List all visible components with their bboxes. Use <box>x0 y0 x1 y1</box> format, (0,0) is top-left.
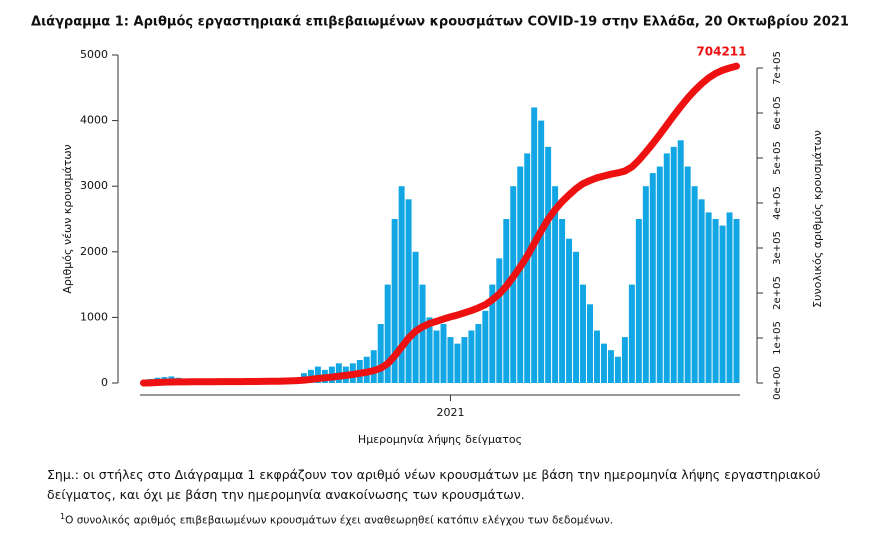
chart: Διάγραμμα 1: Αριθμός εργαστηριακά επιβεβ… <box>31 15 849 447</box>
y-tick-label: 0 <box>101 376 108 389</box>
bar <box>635 219 642 383</box>
bar <box>454 343 461 383</box>
y-tick-label: 3000 <box>80 179 108 192</box>
bar <box>656 166 663 383</box>
bar <box>461 337 468 383</box>
bar <box>684 166 691 383</box>
y2-tick-label: 7e+05 <box>772 51 783 85</box>
bar <box>482 310 489 383</box>
y-tick-label: 1000 <box>80 310 108 323</box>
y2-tick-label: 5e+05 <box>772 141 783 175</box>
bar <box>377 323 384 383</box>
bar <box>552 186 559 383</box>
chart-title: Διάγραμμα 1: Αριθμός εργαστηριακά επιβεβ… <box>31 15 849 30</box>
footnote-text: Ο συνολικός αριθμός επιβεβαιωμένων κρουσ… <box>65 514 614 527</box>
y2-tick-label: 2e+05 <box>772 276 783 310</box>
bar <box>607 350 614 383</box>
bar <box>398 186 405 383</box>
bar <box>600 343 607 383</box>
bar <box>712 219 719 383</box>
bar <box>419 284 426 383</box>
bar <box>545 146 552 383</box>
y-tick-label: 5000 <box>80 48 108 61</box>
cumulative-line <box>139 62 741 387</box>
annotation: 704211 <box>696 45 746 59</box>
y2-tick-label: 0e+00 <box>772 366 783 400</box>
bar <box>566 238 573 383</box>
bar <box>587 304 593 383</box>
y2-axis-label: Συνολικός αριθμός κρουσμάτων <box>811 130 824 308</box>
x-axis-label: Ημερομηνία λήψης δείγματος <box>358 433 522 446</box>
bar <box>677 140 684 383</box>
bar <box>573 251 580 383</box>
bar <box>726 212 733 383</box>
bar <box>370 350 377 383</box>
bar <box>705 212 712 383</box>
bar <box>440 323 447 383</box>
y-tick-label: 2000 <box>80 245 108 258</box>
bar <box>384 284 391 383</box>
y-tick-label: 4000 <box>80 114 108 127</box>
bar <box>642 186 649 383</box>
bar <box>524 153 531 383</box>
bar <box>503 219 510 383</box>
bar <box>412 251 419 383</box>
bar <box>405 199 412 383</box>
bar <box>628 284 635 383</box>
bar <box>538 120 545 383</box>
bar <box>733 219 740 383</box>
bar <box>663 153 670 383</box>
bar <box>314 366 321 383</box>
bar <box>475 323 482 383</box>
bar <box>719 225 726 383</box>
y-axis-label: Αριθμός νέων κρουσμάτων <box>61 144 74 293</box>
bar <box>691 186 698 383</box>
bar <box>593 330 600 383</box>
bar <box>621 337 628 383</box>
y2-tick-label: 1e+05 <box>772 321 783 355</box>
x-tick-label: 2021 <box>436 406 464 419</box>
y2-tick-label: 4e+05 <box>772 186 783 220</box>
footnote-marker: 1 <box>60 512 66 521</box>
bar <box>559 219 566 383</box>
bar <box>614 356 621 383</box>
bar <box>698 199 705 383</box>
bar <box>391 219 398 383</box>
y2-tick-label: 3e+05 <box>772 231 783 265</box>
bar <box>510 186 517 383</box>
bar <box>649 173 656 383</box>
bar <box>468 330 475 383</box>
bar <box>447 337 454 383</box>
bar <box>517 166 524 383</box>
bar <box>489 284 496 383</box>
y2-tick-label: 6e+05 <box>772 96 783 130</box>
footnote: 1Ο συνολικός αριθμός επιβεβαιωμένων κρου… <box>60 512 613 527</box>
bar <box>433 330 440 383</box>
note: Σημ.: οι στήλες στο Διάγραμμα 1 εκφράζου… <box>47 467 821 502</box>
bar <box>496 258 503 383</box>
bar <box>426 317 433 383</box>
bar <box>670 146 677 383</box>
bar <box>580 284 587 383</box>
